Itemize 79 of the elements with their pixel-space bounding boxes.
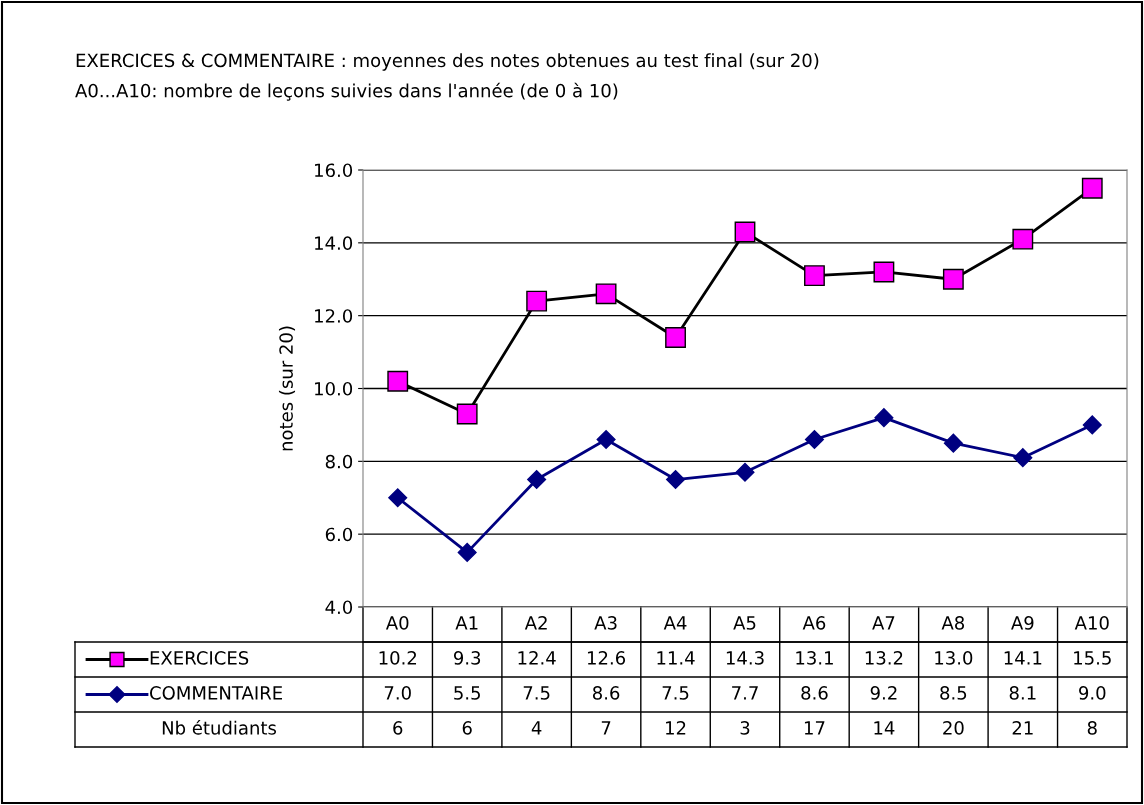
x-tick-label: A6 xyxy=(802,616,826,630)
point xyxy=(387,370,409,392)
data-label: 13.1 xyxy=(796,651,833,665)
point xyxy=(942,268,964,290)
point xyxy=(1081,177,1103,199)
y-tick-label: 12.0 xyxy=(315,309,353,323)
data-label: 14.3 xyxy=(726,651,764,665)
text: 7 xyxy=(601,721,611,735)
text: 3 xyxy=(740,721,750,735)
data-label: 12.4 xyxy=(518,651,556,665)
text: 8 xyxy=(1087,721,1097,735)
x-tick-label: A10 xyxy=(1074,616,1109,630)
data-label: 13.2 xyxy=(865,651,903,665)
text: 17 xyxy=(804,721,825,735)
data-label: 7.5 xyxy=(662,686,689,700)
x-tick-label: A0 xyxy=(385,616,409,630)
point xyxy=(666,470,686,490)
point xyxy=(1013,448,1033,468)
chart-subtitle: A0...A10: nombre de leçons suivies dans l'année (de 0 à 10) xyxy=(75,82,618,101)
data-label: 8.6 xyxy=(801,686,828,700)
data-label: 9.0 xyxy=(1079,686,1106,700)
y-tick-label: 8.0 xyxy=(325,454,353,469)
y-tick-label: 6.0 xyxy=(325,527,353,542)
point xyxy=(456,403,478,425)
point xyxy=(457,542,477,562)
point xyxy=(1012,228,1034,250)
data-label: 8.5 xyxy=(940,686,967,700)
text: 12 xyxy=(666,721,686,735)
point xyxy=(734,221,756,243)
point xyxy=(526,290,548,312)
data-label: 15.5 xyxy=(1074,651,1111,665)
text: 6 xyxy=(393,721,403,735)
data-label: 14.1 xyxy=(1004,651,1042,665)
point xyxy=(596,429,616,450)
x-tick-label: A2 xyxy=(524,616,547,630)
y-axis-title: notes (sur 20) xyxy=(278,326,296,451)
point xyxy=(735,462,755,482)
y-tick-label: 16.0 xyxy=(315,163,353,178)
data-label: 13.0 xyxy=(935,651,973,665)
data-label: 7.0 xyxy=(384,686,411,700)
point xyxy=(804,265,825,287)
data-label: 10.2 xyxy=(379,651,417,665)
point xyxy=(1082,415,1102,435)
text: 20 xyxy=(943,721,964,735)
point xyxy=(595,283,617,305)
text: 4 xyxy=(531,721,542,735)
x-tick-label: A1 xyxy=(455,616,478,630)
data-label: 7.5 xyxy=(523,686,550,700)
data-label: 8.1 xyxy=(1009,686,1036,700)
point xyxy=(873,261,895,283)
x-tick-label: A3 xyxy=(594,616,617,630)
point xyxy=(665,327,686,348)
point xyxy=(388,488,408,508)
data-label: 5.5 xyxy=(454,686,480,700)
x-tick-label: A5 xyxy=(733,616,756,630)
data-label: 12.6 xyxy=(587,651,626,665)
data-label: 7.7 xyxy=(732,686,758,700)
point xyxy=(874,408,894,428)
text: 21 xyxy=(1012,721,1033,735)
x-tick-label: A9 xyxy=(1011,616,1034,630)
legend-label: EXERCICES xyxy=(150,651,249,665)
data-label: 11.4 xyxy=(657,651,695,665)
text: 6 xyxy=(462,721,472,735)
legend-label: COMMENTAIRE xyxy=(150,686,282,700)
y-tick-label: 10.0 xyxy=(315,381,353,396)
x-tick-label: A8 xyxy=(941,616,965,630)
text: 14 xyxy=(874,721,895,735)
x-tick-label: A4 xyxy=(663,616,687,630)
point xyxy=(527,470,547,490)
data-label: 9.2 xyxy=(870,686,897,700)
point xyxy=(943,433,963,453)
y-tick-label: 4.0 xyxy=(325,600,353,615)
data-label: 9.3 xyxy=(453,651,481,665)
y-tick-label: 14.0 xyxy=(315,236,353,250)
data-label: 8.6 xyxy=(592,686,620,700)
point xyxy=(804,429,824,450)
x-tick-label: A7 xyxy=(872,616,895,630)
chart-title: EXERCICES & COMMENTAIRE : moyennes des notes obtenues au test final (sur 20) xyxy=(76,53,819,71)
text: Nb étudiants xyxy=(162,720,277,735)
